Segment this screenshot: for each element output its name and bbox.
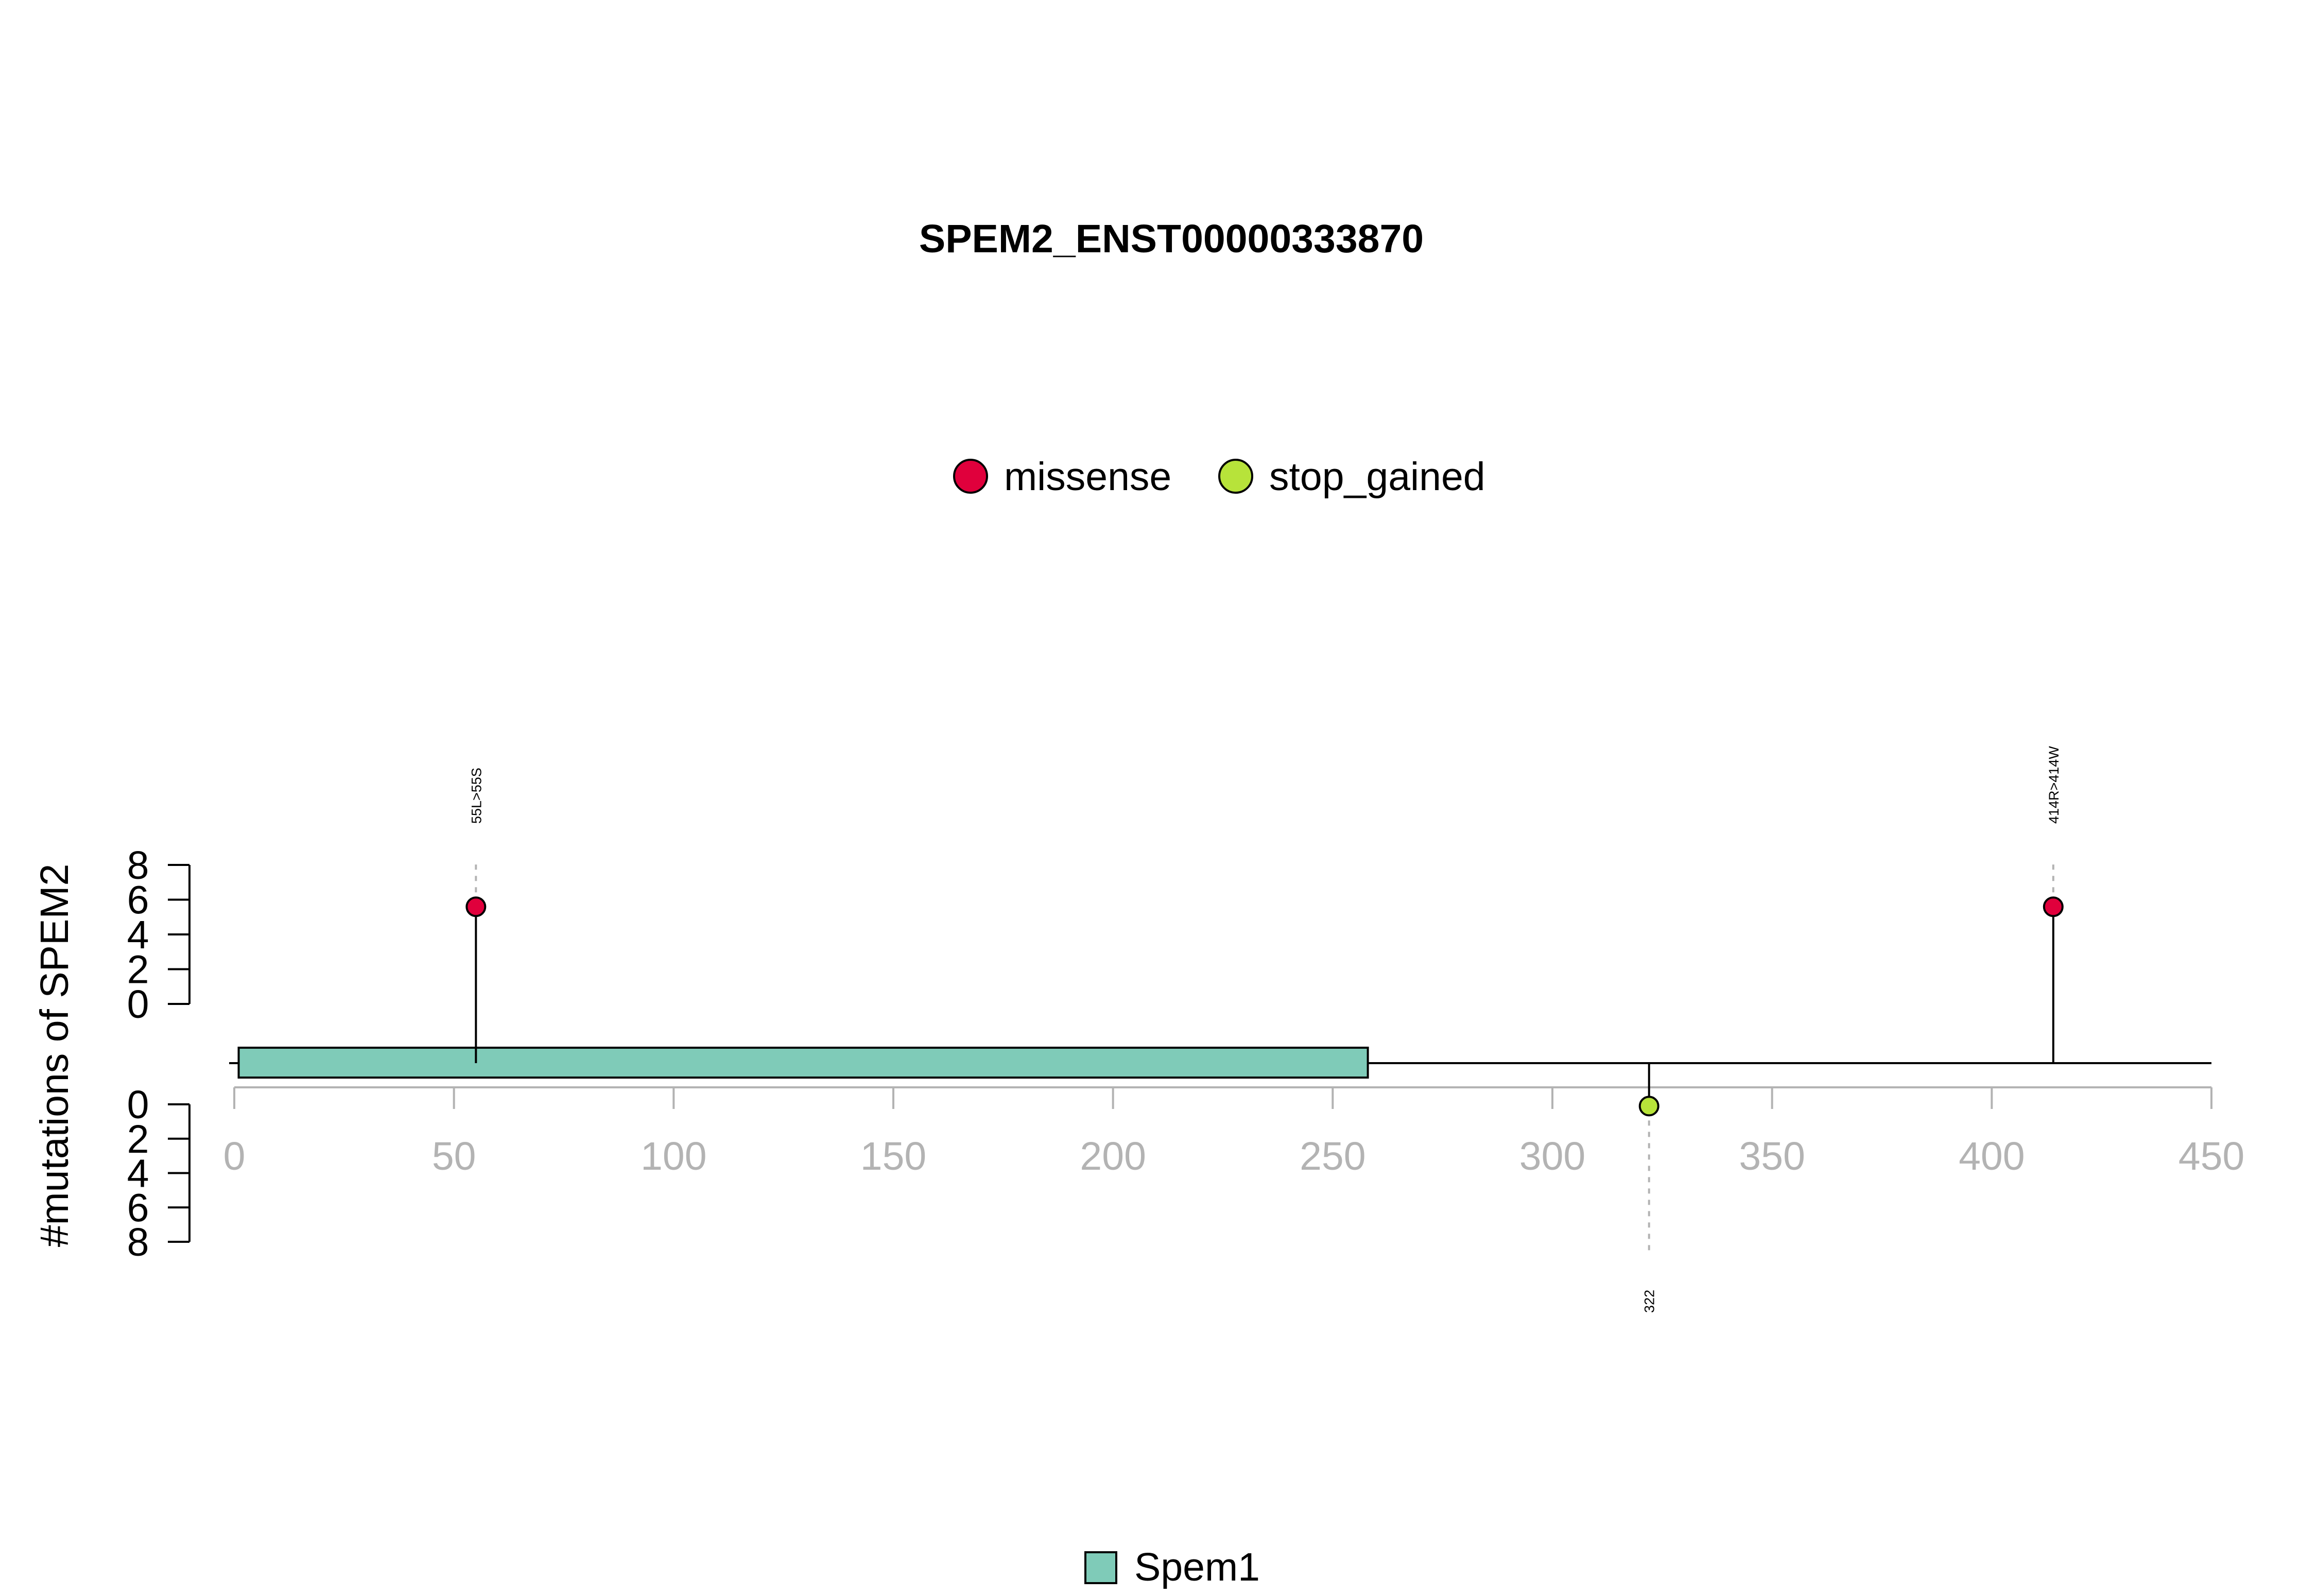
- y-tick-label-top: 6: [127, 878, 149, 923]
- x-tick-label: 50: [432, 1134, 476, 1178]
- x-tick-label: 100: [641, 1134, 706, 1178]
- legend-label-spem1: Spem1: [1134, 1545, 1260, 1589]
- y-tick-label-bottom: 2: [127, 1117, 149, 1161]
- y-tick-label-top: 2: [127, 948, 149, 992]
- mutation-point: [465, 896, 487, 917]
- top-legend: missense stop_gained: [953, 455, 1485, 499]
- legend-swatch-spem1: [1084, 1551, 1117, 1584]
- x-tick-label: 450: [2178, 1134, 2244, 1178]
- x-tick-label: 250: [1300, 1134, 1365, 1178]
- y-tick-label-bottom: 8: [127, 1220, 149, 1264]
- x-tick-label: 350: [1739, 1134, 1805, 1178]
- domain-layer: [237, 1047, 1369, 1079]
- chart-title: SPEM2_ENST00000333870: [919, 217, 1424, 261]
- x-tick-label: 200: [1080, 1134, 1146, 1178]
- legend-label-stop-gained: stop_gained: [1269, 455, 1485, 499]
- y-tick-label-bottom: 0: [127, 1083, 149, 1127]
- mutation-point: [1638, 1096, 1659, 1117]
- x-tick-label: 400: [1959, 1134, 2025, 1178]
- x-tick-label: 300: [1519, 1134, 1585, 1178]
- legend-marker-missense: [953, 459, 988, 494]
- mutation-layer: 55L>55S 414R>414W 322: [465, 746, 2064, 1313]
- y-tick-label-top: 4: [127, 913, 149, 957]
- mutation-label: 414R>414W: [2046, 746, 2062, 824]
- x-tick-label: 150: [860, 1134, 926, 1178]
- mutation-label: 322: [1642, 1290, 1657, 1313]
- mutation-point: [2043, 896, 2064, 917]
- mutation-label: 55L>55S: [469, 768, 484, 824]
- mutation-stop_gained: 322: [1638, 1063, 1659, 1313]
- y-tick-label-bottom: 4: [127, 1152, 149, 1196]
- x-axis: 0 50 100 150 200 250 300 350 400 450: [223, 1086, 2244, 1178]
- x-tick-label: 0: [223, 1134, 246, 1178]
- y-tick-label-bottom: 6: [127, 1186, 149, 1230]
- legend-label-missense: missense: [1004, 455, 1171, 499]
- mutation-missense: 55L>55S: [465, 768, 487, 1063]
- y-axis-label: #mutations of SPEM2: [32, 864, 77, 1247]
- y-tick-label-top: 0: [127, 982, 149, 1027]
- bottom-legend: Spem1: [1084, 1545, 1260, 1589]
- legend-marker-stop-gained: [1218, 459, 1253, 494]
- mutation-missense: 414R>414W: [2043, 746, 2064, 1063]
- domain-spem1: [237, 1047, 1369, 1079]
- y-tick-label-top: 8: [127, 843, 149, 888]
